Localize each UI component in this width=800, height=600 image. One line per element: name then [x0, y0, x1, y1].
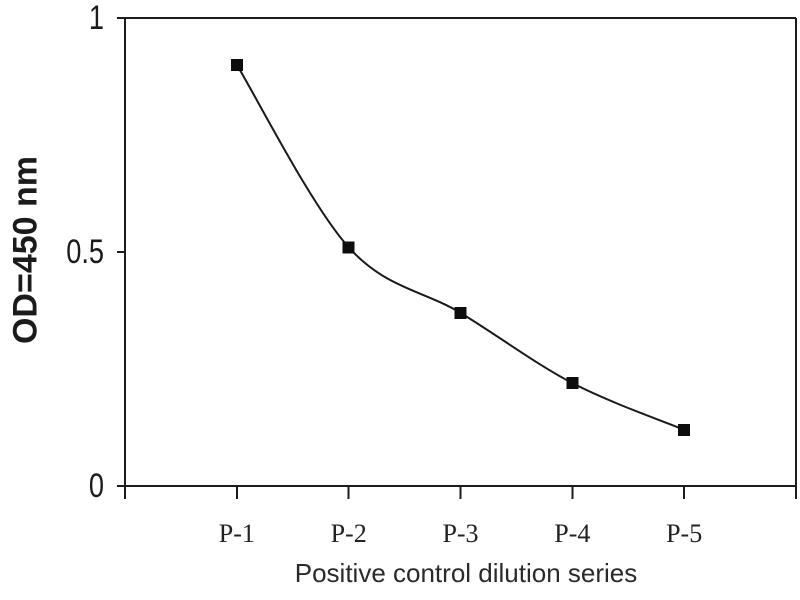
x-tick-label-p-1: P-1	[218, 519, 255, 548]
y-tick-label: 1	[88, 0, 104, 37]
data-point-marker-p-2	[342, 241, 355, 254]
data-point-marker-p-4	[566, 377, 579, 390]
x-axis-title: Positive control dilution series	[294, 558, 638, 588]
data-point-marker-p-1	[230, 58, 243, 71]
data-point-marker-p-3	[454, 306, 467, 319]
x-tick-label-p-2: P-2	[330, 519, 367, 548]
x-tick-label-p-3: P-3	[442, 519, 479, 548]
y-axis-title: OD=450 nm	[6, 155, 45, 345]
y-tick-label: 0	[88, 467, 104, 505]
data-point-marker-p-5	[678, 423, 691, 436]
x-tick-label-p-4: P-4	[554, 519, 591, 548]
series-line	[235, 64, 685, 431]
y-tick-label: 0.5	[66, 233, 104, 271]
x-tick-label-p-5: P-5	[666, 519, 703, 548]
